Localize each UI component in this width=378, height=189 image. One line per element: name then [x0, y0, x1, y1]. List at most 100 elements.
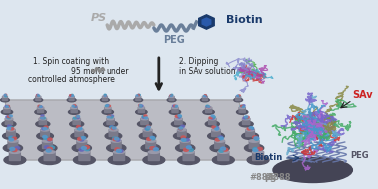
Ellipse shape [11, 149, 16, 152]
FancyBboxPatch shape [249, 140, 259, 149]
Ellipse shape [211, 117, 214, 119]
Ellipse shape [204, 95, 206, 96]
Ellipse shape [112, 127, 116, 129]
Ellipse shape [12, 149, 17, 152]
Ellipse shape [81, 146, 86, 149]
Text: 95 mol%: 95 mol% [71, 67, 105, 75]
Ellipse shape [104, 96, 106, 97]
Ellipse shape [171, 121, 185, 127]
Ellipse shape [15, 146, 20, 149]
Ellipse shape [213, 126, 217, 128]
Ellipse shape [114, 151, 125, 153]
Text: #888888: #888888 [249, 174, 291, 183]
Ellipse shape [10, 128, 14, 130]
Ellipse shape [110, 116, 113, 118]
Ellipse shape [153, 148, 158, 151]
Ellipse shape [6, 106, 9, 107]
Ellipse shape [242, 105, 245, 106]
Ellipse shape [37, 132, 53, 139]
Ellipse shape [136, 96, 141, 97]
FancyBboxPatch shape [73, 118, 81, 125]
FancyBboxPatch shape [114, 152, 125, 160]
Ellipse shape [145, 128, 149, 130]
Ellipse shape [38, 144, 57, 152]
Ellipse shape [70, 121, 84, 127]
Ellipse shape [34, 98, 43, 102]
Ellipse shape [71, 94, 73, 95]
Ellipse shape [141, 118, 148, 120]
Ellipse shape [146, 128, 149, 130]
Ellipse shape [136, 95, 138, 96]
Ellipse shape [112, 140, 121, 142]
Ellipse shape [169, 96, 174, 97]
Polygon shape [5, 100, 258, 160]
Ellipse shape [46, 149, 51, 152]
Ellipse shape [175, 106, 177, 107]
Ellipse shape [43, 127, 47, 130]
Ellipse shape [236, 96, 240, 97]
Ellipse shape [247, 156, 269, 164]
Ellipse shape [207, 106, 210, 108]
Ellipse shape [74, 105, 76, 107]
Ellipse shape [78, 128, 82, 130]
FancyBboxPatch shape [75, 129, 84, 136]
Ellipse shape [36, 95, 38, 96]
Ellipse shape [149, 151, 159, 153]
Ellipse shape [242, 106, 245, 108]
FancyBboxPatch shape [236, 96, 241, 101]
Ellipse shape [181, 125, 184, 127]
Ellipse shape [138, 94, 140, 95]
Ellipse shape [44, 137, 48, 139]
Ellipse shape [174, 105, 176, 107]
Ellipse shape [73, 156, 95, 164]
Ellipse shape [67, 98, 76, 102]
Ellipse shape [212, 116, 215, 118]
FancyBboxPatch shape [149, 152, 159, 160]
Ellipse shape [85, 146, 90, 149]
Ellipse shape [175, 115, 178, 117]
Ellipse shape [221, 147, 226, 150]
Ellipse shape [151, 137, 155, 140]
Ellipse shape [1, 110, 12, 114]
FancyBboxPatch shape [136, 96, 141, 101]
Ellipse shape [249, 127, 253, 129]
Ellipse shape [5, 105, 8, 107]
FancyBboxPatch shape [175, 118, 182, 125]
Ellipse shape [206, 107, 211, 108]
Ellipse shape [4, 95, 6, 96]
Ellipse shape [85, 148, 90, 151]
Ellipse shape [9, 151, 20, 153]
FancyBboxPatch shape [218, 152, 229, 160]
FancyBboxPatch shape [180, 140, 190, 149]
FancyBboxPatch shape [212, 129, 220, 136]
Ellipse shape [186, 146, 191, 149]
Ellipse shape [106, 105, 109, 106]
Ellipse shape [107, 105, 109, 106]
Ellipse shape [108, 156, 130, 164]
Ellipse shape [243, 118, 249, 120]
Ellipse shape [206, 106, 209, 107]
Ellipse shape [115, 137, 119, 140]
Ellipse shape [7, 127, 11, 129]
Ellipse shape [76, 117, 79, 119]
Ellipse shape [245, 117, 248, 119]
Ellipse shape [116, 149, 121, 152]
Ellipse shape [178, 115, 181, 117]
Ellipse shape [7, 117, 10, 119]
Ellipse shape [212, 129, 220, 131]
FancyBboxPatch shape [206, 107, 212, 112]
Ellipse shape [77, 138, 82, 140]
Ellipse shape [110, 126, 114, 128]
Ellipse shape [107, 118, 114, 120]
Ellipse shape [42, 117, 45, 119]
FancyBboxPatch shape [69, 96, 74, 101]
Ellipse shape [118, 149, 123, 152]
Ellipse shape [170, 95, 172, 97]
FancyBboxPatch shape [141, 118, 148, 125]
Ellipse shape [169, 110, 181, 114]
Ellipse shape [139, 105, 142, 106]
Ellipse shape [8, 116, 11, 118]
Ellipse shape [144, 117, 148, 119]
Text: PEG: PEG [350, 150, 369, 160]
Ellipse shape [180, 140, 190, 142]
